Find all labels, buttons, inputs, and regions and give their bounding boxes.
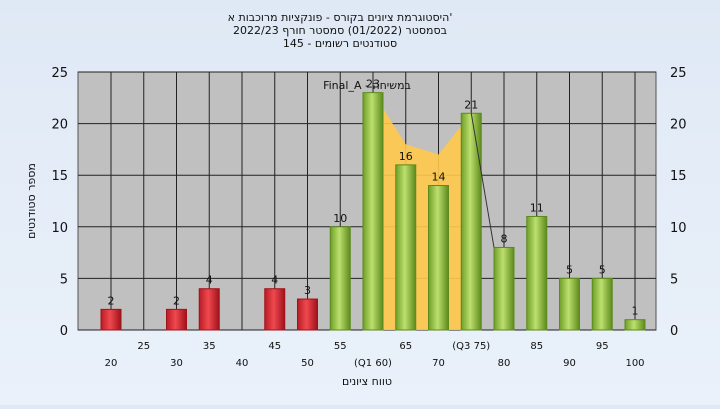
data-labels: 2 2 4 4 3 10 23 16 14 21 8 11 5 5 1: [108, 78, 639, 318]
y-tick-label-right: 15: [670, 169, 687, 184]
histogram-bar: [591, 277, 613, 331]
bar-value-label: 3: [304, 284, 311, 297]
x-tick-label: 70: [432, 358, 445, 369]
x-tick-label: 30: [170, 358, 183, 369]
x-axis-title: טווח ציונים: [342, 375, 392, 388]
y-tick-label-left: 10: [51, 221, 68, 236]
y-tick-label-right: 20: [670, 118, 687, 133]
histogram-bar: [198, 288, 220, 331]
y-tick-label-left: 20: [51, 118, 68, 133]
x-tick-label: 35: [203, 341, 216, 352]
y-axis-title: מספר סטודנטים: [25, 163, 38, 239]
bar-value-label: 1: [632, 305, 639, 318]
x-tick-label: 80: [498, 358, 511, 369]
x-tick-label: (Q1 60): [354, 358, 392, 369]
bar-value-label: 11: [530, 201, 544, 214]
y-tick-label-right: 25: [670, 66, 687, 81]
bar-value-label: 4: [206, 274, 213, 287]
histogram-bar: [100, 308, 122, 331]
x-tick-label: 95: [596, 341, 609, 352]
x-tick-label: (Q3 75): [452, 341, 490, 352]
x-tick-label: 50: [301, 358, 314, 369]
x-tick-label: 55: [334, 341, 347, 352]
bars: [100, 92, 646, 331]
y-tick-label-left: 25: [51, 66, 68, 81]
x-tick-label: 65: [399, 341, 412, 352]
histogram-bar: [166, 308, 187, 331]
bar-value-label: 14: [432, 171, 446, 184]
y-tick-label-right: 0: [670, 324, 678, 339]
legend-annotation: Final_A - במשיחה: [323, 79, 411, 92]
y-tick-label-right: 5: [670, 272, 678, 287]
histogram-bar: [395, 164, 417, 331]
y-tick-label-left: 5: [60, 272, 68, 287]
bar-value-label: 16: [399, 150, 413, 163]
bar-value-label: 5: [599, 263, 606, 276]
histogram-bar: [264, 288, 286, 331]
histogram-bar: [493, 246, 515, 331]
bar-value-label: 2: [108, 294, 115, 307]
histogram-bar: [624, 319, 646, 331]
bar-value-label: 23: [366, 78, 380, 91]
histogram-bar: [329, 226, 351, 331]
x-tick-label: 40: [236, 358, 249, 369]
bar-value-label: 10: [333, 212, 347, 225]
bar-value-label: 2: [173, 294, 180, 307]
histogram-bar: [460, 112, 482, 331]
x-tick-label: 90: [563, 358, 576, 369]
histogram-bar: [428, 185, 449, 331]
y-tick-label-right: 10: [670, 221, 687, 236]
bar-value-label: 5: [566, 263, 573, 276]
bar-value-label: 8: [501, 232, 508, 245]
y-tick-label-left: 15: [51, 169, 68, 184]
histogram-bar: [559, 277, 580, 331]
x-tick-label: 20: [105, 358, 118, 369]
chart-title-line-3: סטודנטים רשומים - 145: [283, 37, 397, 50]
bar-value-label: 21: [464, 98, 478, 111]
x-tick-label: 25: [137, 341, 150, 352]
y-tick-label-left: 0: [60, 324, 68, 339]
chart-title-line-2: בסמסטר (01/2022) סמסטר חורף 2022/23: [233, 24, 447, 37]
chart-title-line-1: היסטוגרמת ציונים בקורס - פונקציות מרוכבו…: [228, 11, 453, 24]
bar-value-label: 4: [271, 274, 278, 287]
histogram-bar: [297, 298, 318, 331]
histogram-bar: [362, 92, 384, 331]
q3-connector-line: [470, 113, 495, 248]
x-tick-label: 85: [530, 341, 543, 352]
histogram-bar: [526, 215, 548, 331]
x-tick-label: 45: [268, 341, 281, 352]
x-tick-label: 100: [625, 358, 644, 369]
